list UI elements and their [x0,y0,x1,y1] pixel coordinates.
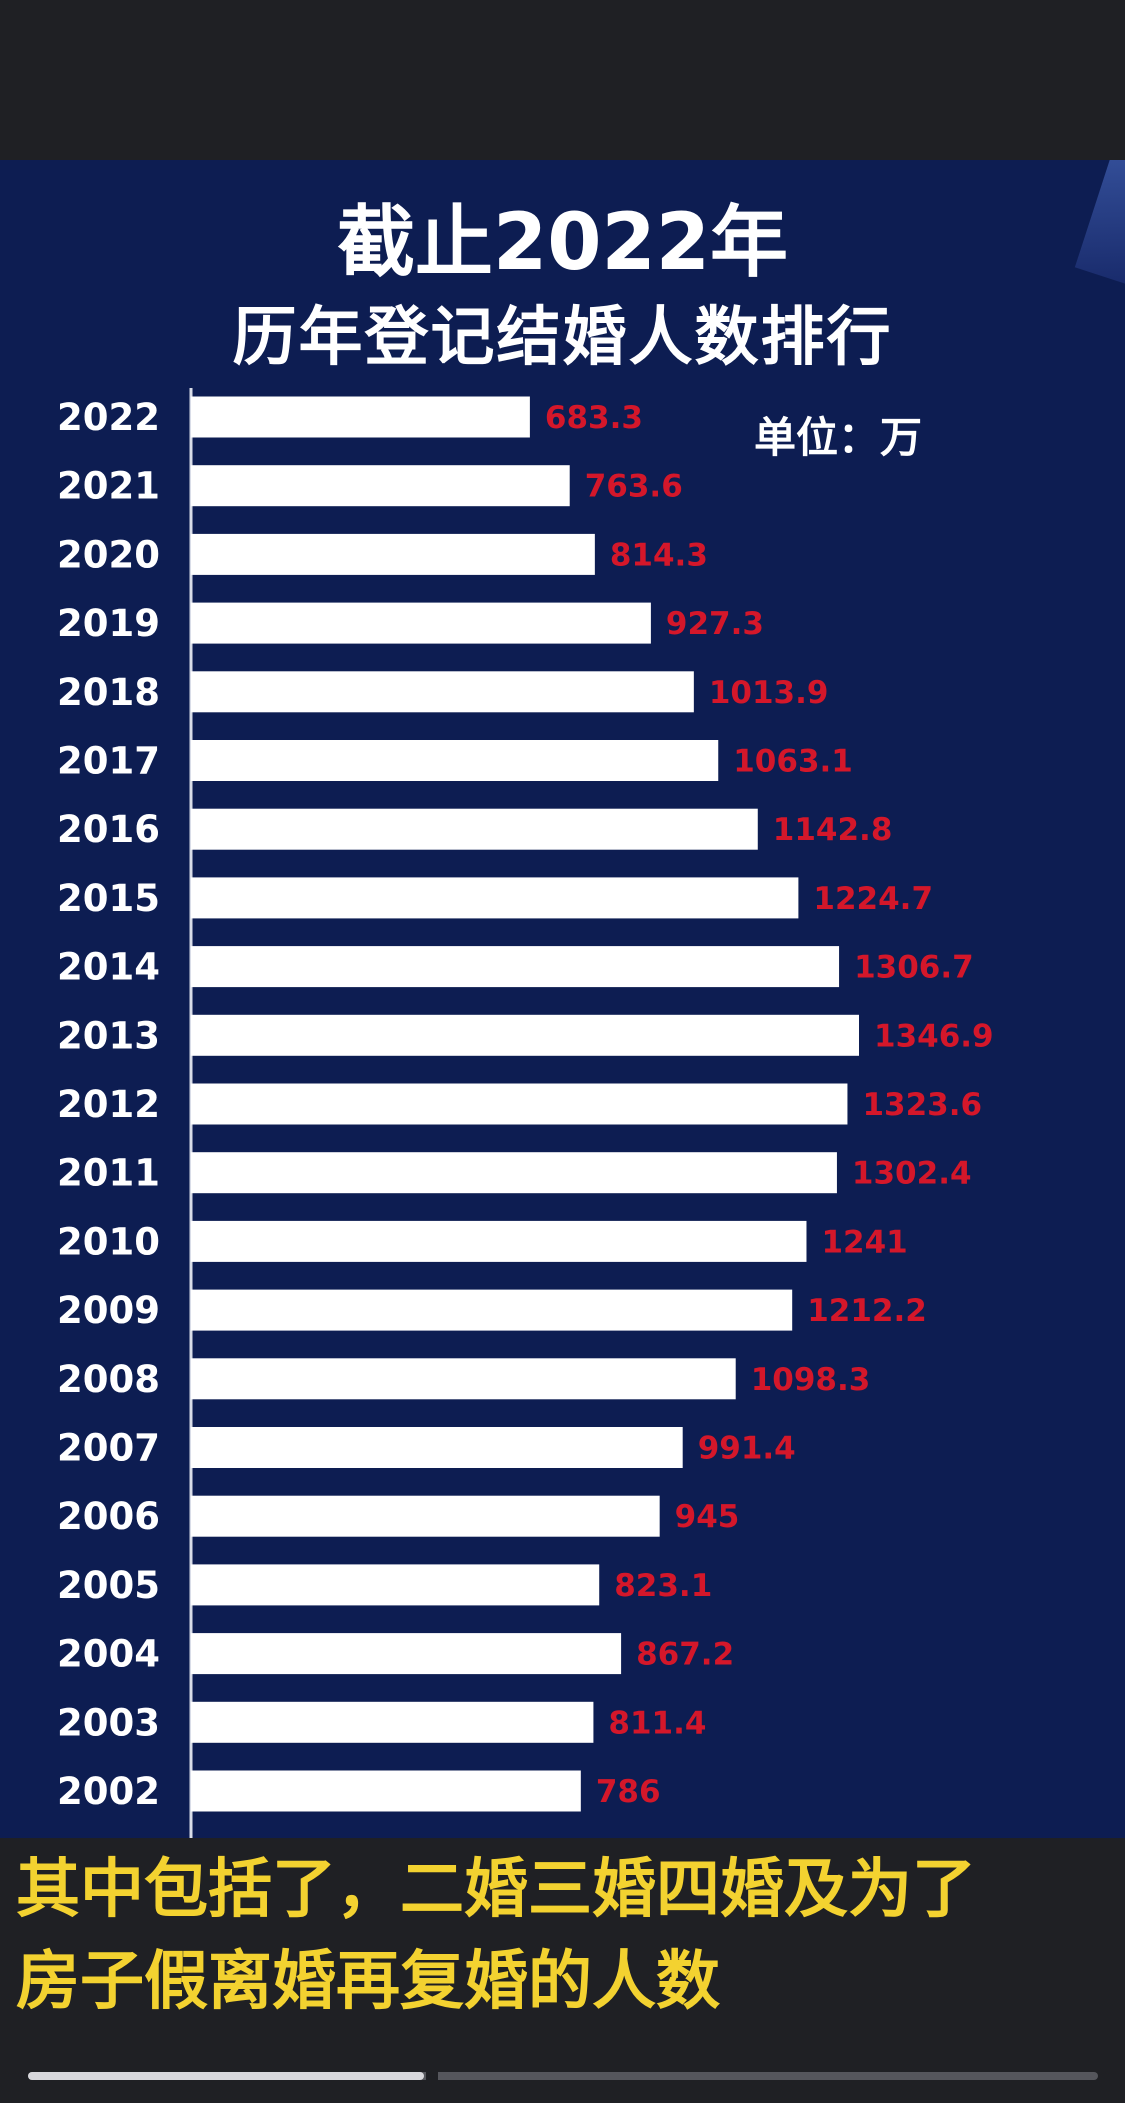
bar-2012 [191,1083,848,1125]
year-tick-label: 2010 [57,1220,160,1263]
year-tick-label: 2005 [57,1564,160,1607]
bar-2019 [191,602,651,644]
caption-line-2: 房子假离婚再复婚的人数 [16,1945,720,2019]
bar-2014 [191,946,840,988]
value-label-2002: 786 [596,1774,661,1810]
bar-2018 [191,671,694,713]
value-label-2004: 867.2 [636,1637,734,1673]
bar-2020 [191,533,595,575]
year-tick-label: 2021 [57,465,160,508]
bar-chart: 2022 683.3 2021 763.6 2020 814.3 2019 927.3 2018… [57,388,994,1840]
video-progress-handle[interactable] [425,2070,438,2082]
value-label-2014: 1306.7 [854,950,974,986]
unit-label: 单位：万 [754,413,923,462]
value-label-2010: 1241 [821,1224,907,1260]
value-label-2018: 1013.9 [709,675,829,711]
bar-2004 [191,1633,622,1675]
value-label-2003: 811.4 [608,1705,706,1741]
bar-2015 [191,877,799,919]
value-label-2008: 1098.3 [751,1362,871,1398]
year-tick-label: 2007 [57,1427,160,1470]
year-tick-label: 2002 [57,1770,160,1813]
year-tick-label: 2004 [57,1633,160,1676]
caption-line-1: 其中包括了，二婚三婚四婚及为了 [16,1853,976,1927]
year-tick-label: 2008 [57,1358,160,1401]
bar-2002 [191,1770,581,1812]
year-tick-label: 2017 [57,740,160,783]
bar-2008 [191,1358,736,1400]
year-tick-label: 2012 [57,1083,160,1126]
value-label-2013: 1346.9 [874,1018,994,1054]
year-tick-label: 2016 [57,808,160,851]
value-label-2017: 1063.1 [733,744,853,780]
year-tick-label: 2013 [57,1014,160,1057]
bar-2017 [191,740,719,781]
bar-2013 [191,1014,859,1056]
year-tick-label: 2009 [57,1289,160,1332]
bar-2016 [191,808,758,850]
bar-2021 [191,465,570,507]
bar-2010 [191,1220,807,1262]
year-tick-label: 2019 [57,602,160,645]
chart-panel: 截止2022年 历年登记结婚人数排行 单位：万 2022 683.3 2021 763… [0,160,1125,1840]
year-tick-label: 2020 [57,533,160,576]
subtitle-caption: 其中包括了，二婚三婚四婚及为了 房子假离婚再复婚的人数 [0,1838,1125,2043]
bar-2011 [191,1152,837,1194]
bar-2022 [191,396,530,438]
year-tick-label: 2022 [57,396,160,439]
value-label-2015: 1224.7 [813,881,933,917]
chart-subtitle: 历年登记结婚人数排行 [232,301,893,375]
value-label-2020: 814.3 [610,537,708,573]
value-label-2022: 683.3 [545,400,643,436]
bar-2005 [191,1564,600,1606]
value-label-2016: 1142.8 [773,812,893,848]
year-tick-label: 2015 [57,877,160,920]
year-tick-label: 2011 [57,1152,160,1195]
bar-2009 [191,1289,793,1331]
year-tick-label: 2006 [57,1495,160,1538]
value-label-2009: 1212.2 [807,1293,927,1329]
value-label-2019: 927.3 [666,606,764,642]
video-progress-fill [28,2072,424,2080]
value-label-2011: 1302.4 [852,1156,972,1192]
bar-2007 [191,1427,683,1468]
year-tick-label: 2003 [57,1701,160,1744]
video-progress-bar[interactable] [28,2070,1098,2082]
value-label-2006: 945 [675,1499,740,1535]
bar-2006 [191,1495,660,1537]
year-tick-label: 2014 [57,946,160,989]
year-tick-label: 2018 [57,671,160,714]
chart-title: 截止2022年 [336,198,789,288]
value-label-2012: 1323.6 [862,1087,982,1123]
bar-2003 [191,1701,594,1743]
value-label-2005: 823.1 [614,1568,712,1604]
value-label-2021: 763.6 [585,469,683,505]
value-label-2007: 991.4 [698,1431,796,1467]
